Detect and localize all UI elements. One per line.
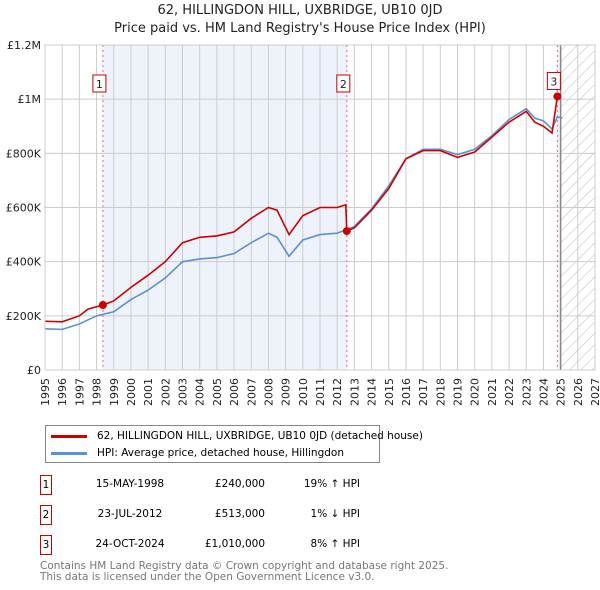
sale-price: £513,000 (214, 508, 265, 520)
sale-badge: 1 (40, 475, 52, 495)
x-tick-label: 2018 (434, 378, 447, 406)
sale-point (553, 92, 562, 101)
y-tick-label: £1M (18, 93, 42, 106)
x-tick-label: 2002 (159, 378, 172, 406)
x-tick-label: 2010 (297, 378, 310, 406)
sale-price: £1,010,000 (204, 538, 265, 550)
sale-point (342, 227, 351, 236)
x-tick-label: 1999 (108, 378, 121, 406)
x-tick-label: 2008 (262, 378, 275, 406)
x-tick-label: 2000 (125, 378, 138, 406)
x-tick-label: 1996 (56, 378, 69, 406)
sale-date: 15-MAY-1998 (95, 478, 165, 490)
sale-hpi-diff: 8% ↑ HPI (310, 538, 360, 550)
legend: 62, HILLINGDON HILL, UXBRIDGE, UB10 0JD … (45, 425, 423, 463)
x-tick-label: 2025 (555, 378, 568, 406)
sale-date: 23-JUL-2012 (97, 508, 163, 520)
x-tick-label: 2014 (366, 378, 379, 406)
sale-row: 2 23-JUL-2012 £513,000 1% ↓ HPI (40, 505, 400, 525)
x-tick-label: 2026 (572, 378, 585, 406)
x-tick-label: 2003 (177, 378, 190, 406)
x-tick-label: 2006 (228, 378, 241, 406)
sale-row: 3 24-OCT-2024 £1,010,000 8% ↑ HPI (40, 535, 400, 555)
sale-row: 1 15-MAY-1998 £240,000 19% ↑ HPI (40, 475, 400, 495)
footer: Contains HM Land Registry data © Crown c… (40, 561, 448, 583)
sale-label-box (546, 71, 561, 90)
sale-badge: 3 (40, 535, 52, 555)
x-tick-label: 2022 (503, 378, 516, 406)
sale-label: 2 (340, 78, 347, 91)
legend-label: 62, HILLINGDON HILL, UXBRIDGE, UB10 0JD … (97, 430, 423, 442)
x-tick-label: 2013 (348, 378, 361, 406)
sale-label-box (336, 74, 351, 93)
x-tick-label: 2027 (589, 378, 600, 406)
price-chart: 1995 1996 1997 1998 1999 2000 2001 2002 2003 2004… (6, 39, 600, 406)
x-tick-label: 2023 (520, 378, 533, 406)
legend-item-hpi: HPI: Average price, detached house, Hill… (46, 445, 344, 461)
x-tick-label: 2001 (142, 378, 155, 406)
x-tick-label: 2009 (280, 378, 293, 406)
x-tick-label: 2012 (331, 378, 344, 406)
sale-price: £240,000 (214, 478, 265, 490)
y-tick-label: £800K (6, 147, 42, 160)
sale-label: 1 (96, 78, 103, 91)
x-tick-label: 2021 (486, 378, 499, 406)
footer-licence: This data is licensed under the Open Gov… (40, 571, 375, 583)
legend-swatch-red (51, 434, 87, 438)
x-tick-label: 2016 (400, 378, 413, 406)
legend-item-property: 62, HILLINGDON HILL, UXBRIDGE, UB10 0JD … (46, 428, 423, 444)
y-tick-label: £600K (6, 202, 42, 215)
x-tick-label: 2007 (245, 378, 258, 406)
property-price-line (44, 96, 559, 323)
x-tick-label: 2024 (537, 378, 550, 406)
x-tick-label: 2019 (452, 378, 465, 406)
x-tick-label: 2011 (314, 378, 327, 406)
sale-label: 3 (550, 75, 557, 88)
legend-swatch-blue (51, 451, 87, 455)
x-tick-label: 1997 (73, 378, 86, 406)
x-tick-label: 2020 (469, 378, 482, 406)
sale-label-box (92, 74, 107, 93)
plot-border (44, 44, 596, 371)
sale-badge: 2 (40, 505, 52, 525)
y-tick-label: £0 (27, 364, 41, 377)
y-tick-label: £1.2M (7, 39, 41, 52)
hpi-line (44, 107, 563, 331)
x-tick-label: 2004 (194, 378, 207, 406)
x-tick-label: 2005 (211, 378, 224, 406)
sale-hpi-diff: 19% ↑ HPI (303, 478, 360, 490)
x-tick-label: 1995 (39, 378, 52, 406)
x-tick-label: 2015 (383, 378, 396, 406)
footer-copyright: Contains HM Land Registry data © Crown c… (40, 560, 449, 572)
sale-date: 24-OCT-2024 (95, 538, 165, 550)
chart-subtitle: Price paid vs. HM Land Registry's House … (114, 21, 486, 36)
legend-label: HPI: Average price, detached house, Hill… (97, 447, 344, 459)
sale-point (98, 301, 107, 309)
chart-title: 62, HILLINGDON HILL, UXBRIDGE, UB10 0JD (157, 3, 443, 18)
y-tick-label: £200K (6, 310, 42, 323)
y-tick-label: £400K (6, 256, 42, 269)
x-tick-label: 1998 (91, 378, 104, 406)
sale-hpi-diff: 1% ↓ HPI (310, 508, 360, 520)
x-tick-label: 2017 (417, 378, 430, 406)
